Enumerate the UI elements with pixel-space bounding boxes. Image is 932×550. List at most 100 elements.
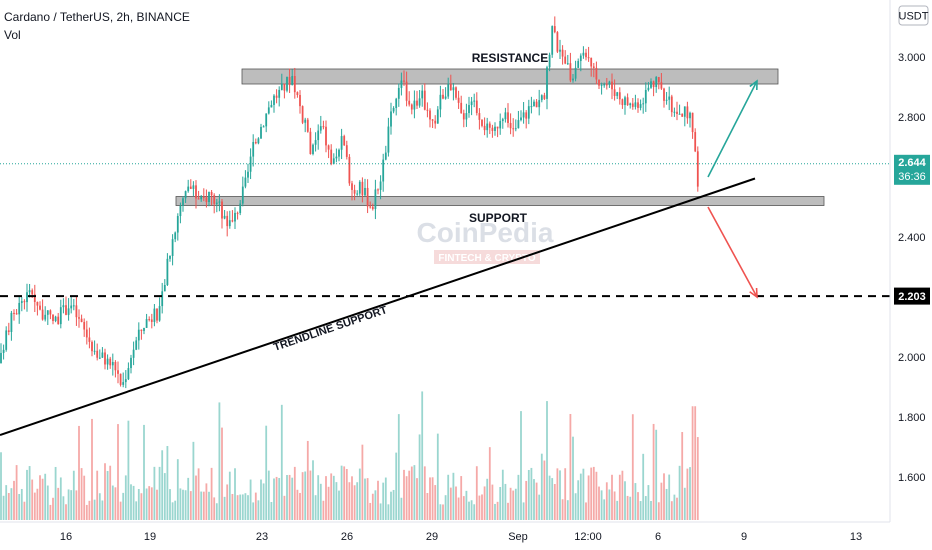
candle-body <box>314 140 317 145</box>
volume-bar <box>496 501 499 520</box>
time-axis[interactable]: 16 19 23 26 29 Sep 12:00 6 9 13 <box>0 521 890 543</box>
volume-bar <box>163 473 166 520</box>
candle-body <box>650 81 652 88</box>
volume-bar <box>85 504 88 520</box>
volume-bar <box>161 450 164 520</box>
volume-bar <box>83 475 86 520</box>
volume-bar <box>481 494 483 520</box>
volume-bar <box>26 469 28 520</box>
candle-body <box>535 101 538 108</box>
volume-bar <box>663 473 665 520</box>
volume-bar <box>205 483 208 520</box>
y-tick-label: 2.000 <box>898 352 926 364</box>
candle-body <box>540 95 543 101</box>
candle-body <box>520 117 522 121</box>
x-tick-label: 19 <box>144 531 156 543</box>
candle-body <box>161 291 164 307</box>
candle-body <box>109 358 112 366</box>
candle-body <box>683 106 686 117</box>
volume-bar <box>371 493 374 520</box>
candle-body <box>200 196 203 200</box>
volume-bar <box>52 497 54 520</box>
volume-bar <box>520 411 522 520</box>
candle-body <box>673 111 676 113</box>
candle-body <box>512 128 515 130</box>
volume-bar <box>176 459 179 520</box>
volume-bar <box>304 471 307 520</box>
volume-bar <box>36 488 39 520</box>
volume-bar <box>621 470 624 520</box>
candle-body <box>624 97 626 106</box>
candle-body <box>104 352 106 365</box>
volume-bar <box>88 500 91 520</box>
trendline-support[interactable] <box>0 177 756 436</box>
candle-body <box>57 316 60 325</box>
volume-bar <box>283 495 286 520</box>
price-axis[interactable]: USDT 3.0002.8002.6002.4002.2002.0001.800… <box>889 0 932 522</box>
volume-bar <box>514 488 517 520</box>
volume-bar <box>265 425 268 520</box>
volume-bar <box>423 466 426 520</box>
candle-body <box>436 109 439 124</box>
volume-bar <box>236 495 239 520</box>
candle-body <box>132 349 135 358</box>
candle-body <box>44 314 47 320</box>
volume-bar <box>31 479 34 520</box>
candle-body <box>634 102 637 107</box>
volume-bar <box>600 490 603 520</box>
candle-body <box>499 121 502 129</box>
candle-body <box>496 126 499 129</box>
volume-bar <box>132 485 135 520</box>
candle-body <box>356 193 359 195</box>
resistance-zone[interactable] <box>241 68 779 85</box>
candle-body <box>631 103 634 107</box>
volume-bar <box>673 494 676 520</box>
candle-body <box>36 301 39 306</box>
candle-body <box>189 186 192 189</box>
volume-bar <box>421 391 424 520</box>
volume-bar <box>218 402 221 520</box>
candle-body <box>629 103 632 106</box>
volume-bar <box>637 492 639 520</box>
currency-badge[interactable]: USDT <box>898 5 929 26</box>
volume-bar <box>189 491 192 520</box>
candle-body <box>397 87 400 99</box>
volume-bar <box>244 493 247 520</box>
candle-body <box>124 379 127 383</box>
volume-bar <box>678 465 681 520</box>
candle-body <box>592 66 595 68</box>
candle-body <box>169 255 171 259</box>
volume-bar <box>252 502 255 520</box>
volume-bar <box>616 500 619 520</box>
volume-bar <box>522 502 525 520</box>
candle-body <box>15 313 18 315</box>
candle-body <box>140 329 143 331</box>
support-zone[interactable] <box>175 196 825 206</box>
volume-bar <box>241 494 244 520</box>
y-tick-label: 1.800 <box>898 412 926 424</box>
candle-body <box>626 97 629 106</box>
volume-bar <box>696 437 699 520</box>
candle-body <box>644 89 647 104</box>
candle-body <box>369 206 372 208</box>
candle-body <box>382 159 385 182</box>
candle-body <box>522 112 525 118</box>
candle-body <box>694 132 697 152</box>
candle-body <box>431 119 434 121</box>
candle-body <box>265 113 268 127</box>
candle-body <box>179 205 182 217</box>
volume-bar <box>135 501 138 520</box>
volume-bar <box>122 492 125 520</box>
volume-bar <box>267 470 270 520</box>
volume-bar <box>111 485 114 520</box>
volume-bar <box>80 468 83 520</box>
volume-bar <box>405 476 408 520</box>
candle-body <box>20 301 23 303</box>
candle-body <box>468 105 470 114</box>
last-price-countdown: 36:36 <box>898 171 926 183</box>
candle-body <box>364 187 366 196</box>
volume-bar <box>382 482 385 520</box>
candle-body <box>426 109 429 111</box>
candle-body <box>559 49 561 52</box>
